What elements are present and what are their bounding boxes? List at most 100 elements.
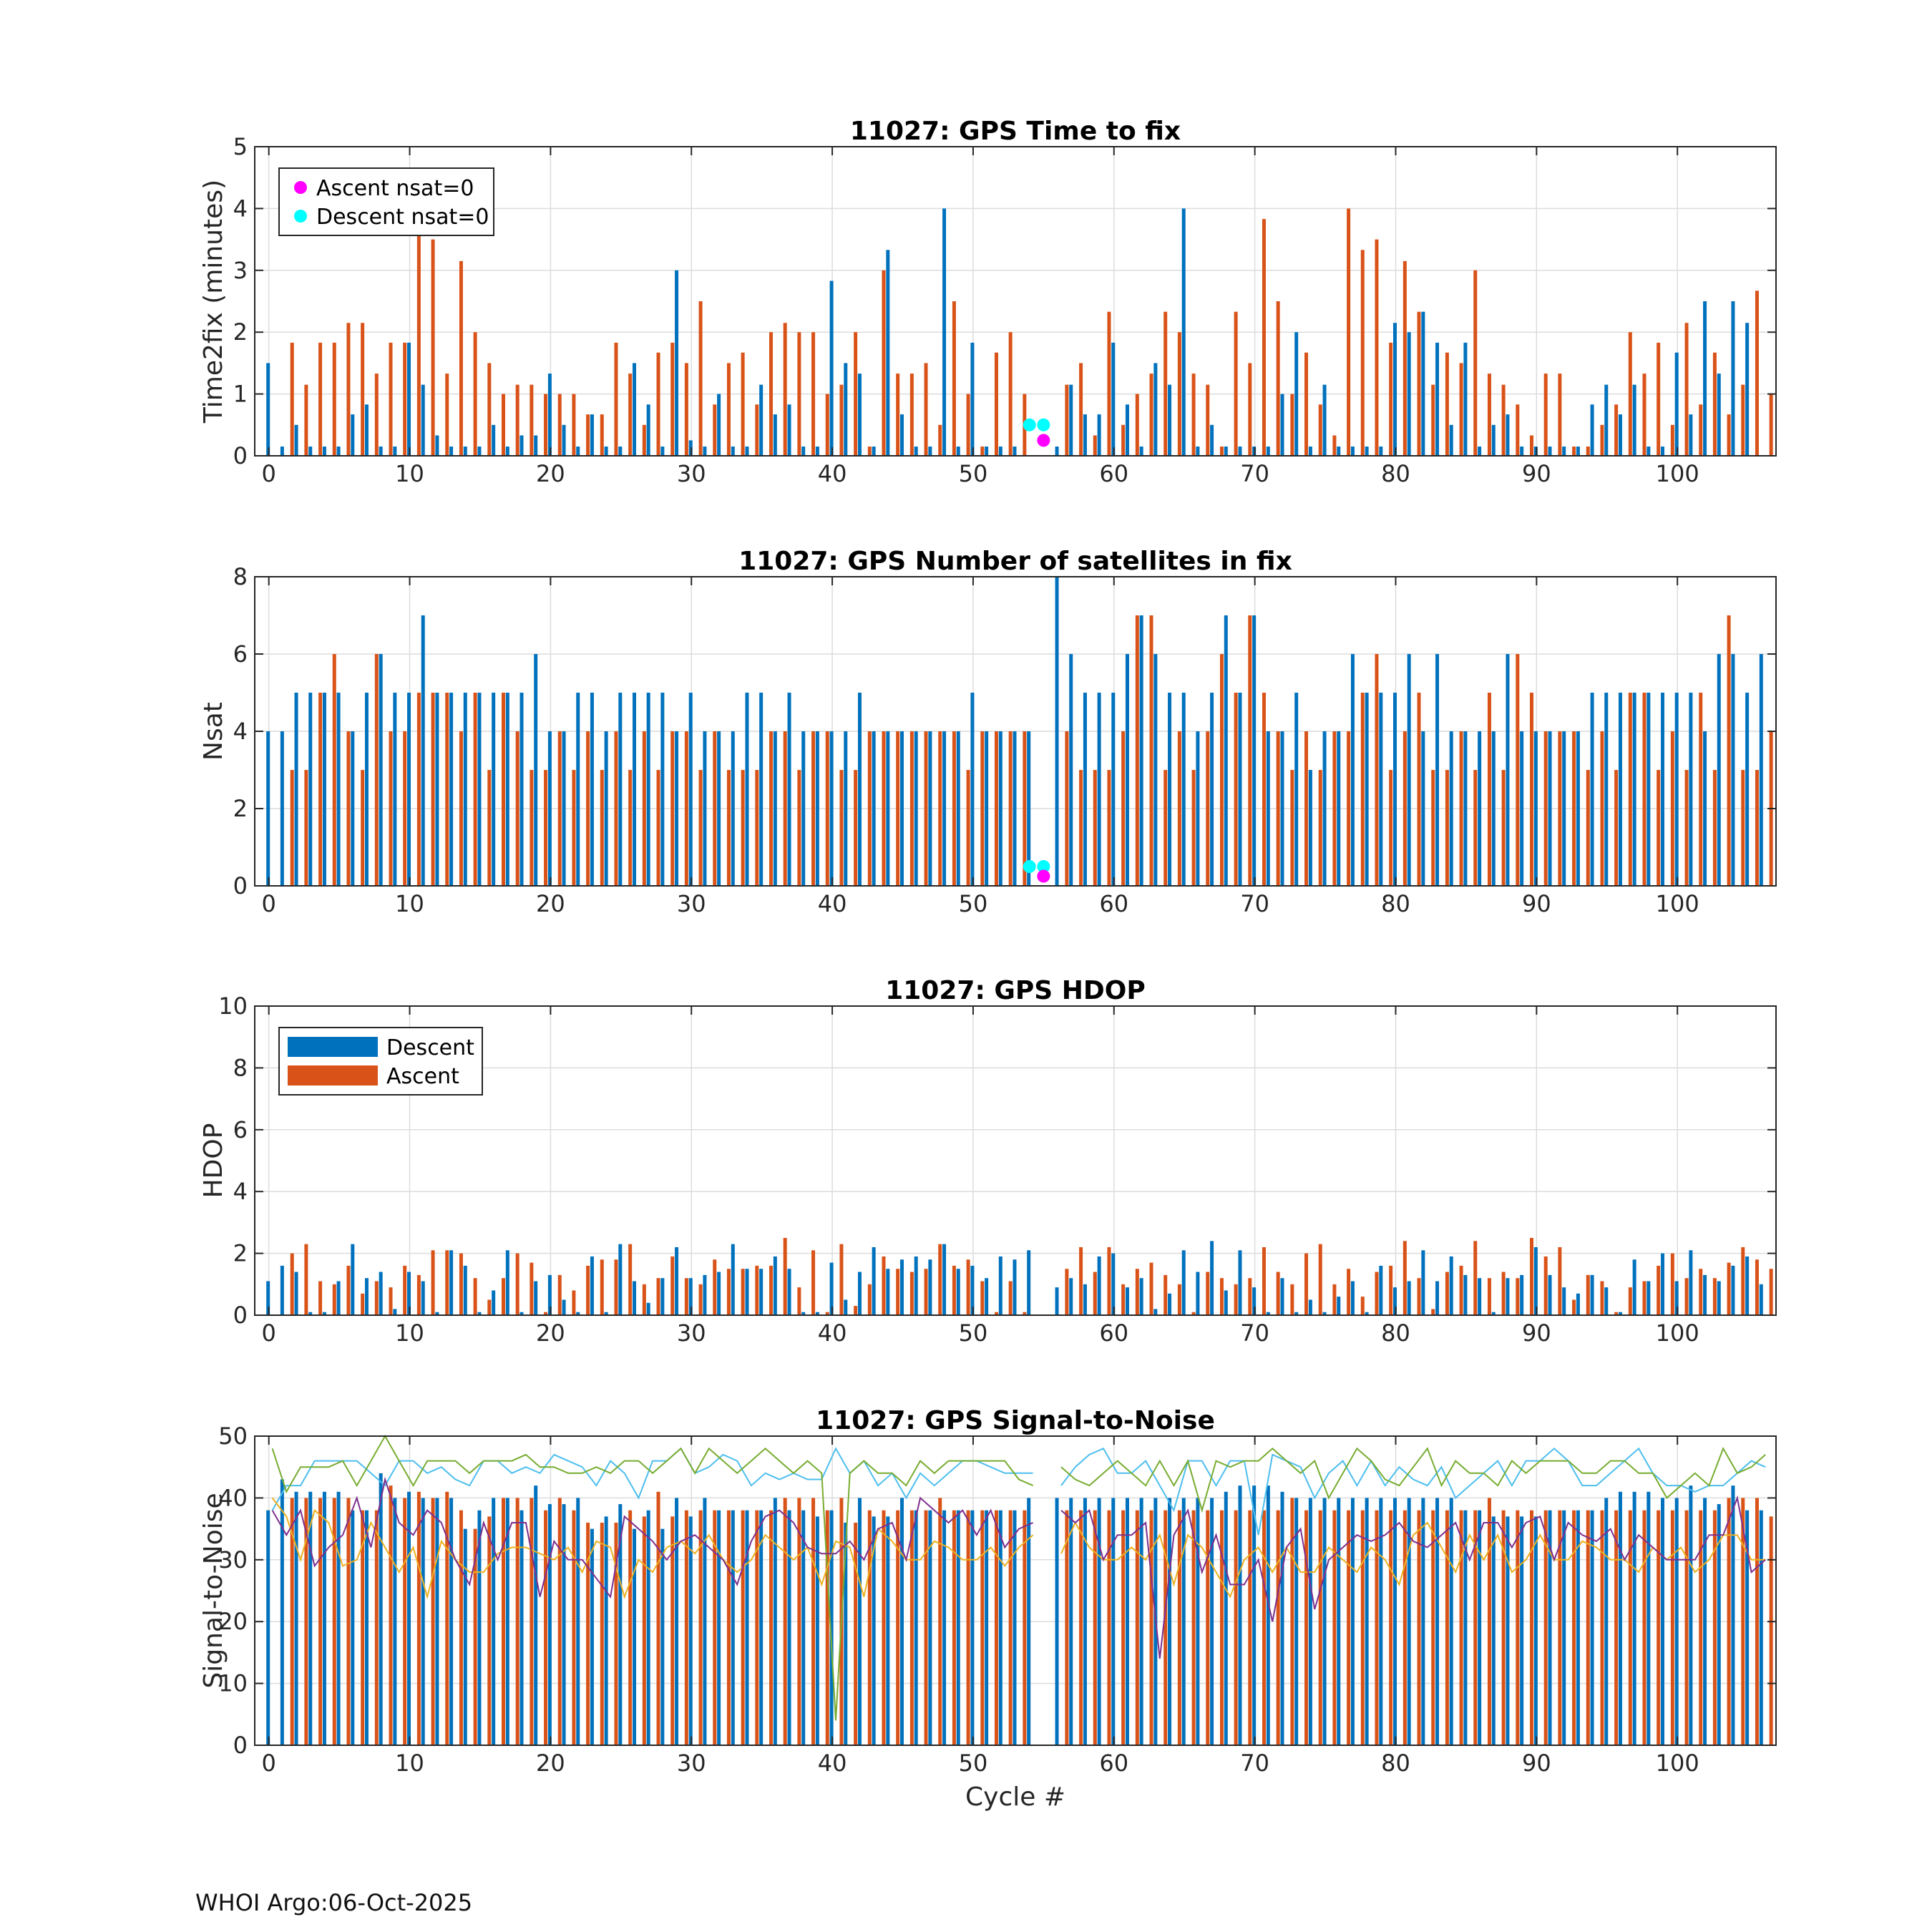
bar-descent	[688, 693, 693, 886]
bar-descent	[1027, 1250, 1031, 1315]
bar-descent	[956, 1269, 960, 1315]
bar-descent	[308, 447, 313, 456]
bar-ascent	[1727, 414, 1731, 456]
bar-ascent	[726, 1269, 731, 1315]
bar-descent	[703, 1274, 707, 1315]
bar-descent	[1224, 615, 1228, 886]
x-tick-label: 20	[536, 1319, 565, 1347]
bar-descent	[449, 1498, 454, 1745]
bar-descent	[1407, 654, 1411, 886]
footer-credit: WHOI Argo:06-Oct-2025	[195, 1889, 473, 1916]
bar-descent	[1365, 1312, 1369, 1315]
bar-ascent	[1657, 1510, 1661, 1745]
bar-ascent	[909, 1272, 914, 1315]
bar-descent	[562, 731, 566, 886]
bar-descent	[1083, 1498, 1087, 1745]
x-tick-label: 70	[1240, 460, 1269, 487]
bar-descent	[1674, 1281, 1679, 1315]
bar-ascent	[1347, 1510, 1351, 1745]
bar-ascent	[1065, 1269, 1069, 1315]
bar-ascent	[445, 374, 449, 456]
bar-descent	[266, 363, 270, 456]
bar-ascent	[1473, 1241, 1478, 1315]
bar-ascent	[1304, 1510, 1309, 1745]
bar-descent	[1181, 1498, 1186, 1745]
bar-descent	[505, 693, 509, 886]
bar-descent	[534, 654, 538, 886]
bar-descent	[1055, 1287, 1059, 1315]
bar-descent	[815, 1516, 819, 1745]
bar-descent	[351, 1244, 355, 1315]
bar-descent	[1463, 342, 1468, 456]
bar-descent	[1618, 414, 1622, 456]
bar-descent	[1196, 1272, 1200, 1315]
bar-descent	[1337, 1297, 1341, 1315]
bar-ascent	[1459, 1265, 1463, 1315]
bar-descent	[1717, 654, 1721, 886]
bar-ascent	[642, 731, 646, 886]
bar-descent	[364, 404, 369, 456]
bar-descent	[1449, 1498, 1453, 1745]
bar-ascent	[966, 770, 970, 886]
bar-ascent	[1431, 384, 1435, 456]
bar-ascent	[1375, 1510, 1379, 1745]
bar-ascent	[1318, 770, 1322, 886]
bar-descent	[1365, 447, 1369, 456]
bar-ascent	[1530, 1510, 1534, 1745]
bar-descent	[660, 447, 665, 456]
bar-descent	[266, 1510, 270, 1745]
bar-descent	[703, 731, 707, 886]
bar-ascent	[882, 1256, 886, 1315]
bar-descent	[1506, 1278, 1510, 1315]
bar-descent	[1139, 447, 1143, 456]
chart-title: 11027: GPS Signal-to-Noise	[816, 1406, 1215, 1435]
bar-ascent	[1684, 1510, 1689, 1745]
bar-ascent	[614, 1522, 618, 1745]
bar-descent	[590, 693, 594, 886]
bar-ascent	[966, 394, 970, 456]
bar-descent	[1210, 424, 1214, 456]
bar-descent	[393, 1309, 397, 1315]
bar-ascent	[1023, 731, 1027, 886]
bar-descent	[1661, 1498, 1665, 1745]
bar-descent	[1266, 1312, 1270, 1315]
bar-descent	[308, 1312, 313, 1315]
bar-descent	[435, 693, 439, 886]
bar-descent	[492, 1290, 496, 1315]
bar-ascent	[741, 352, 745, 456]
bar-ascent	[1276, 301, 1280, 456]
bar-ascent	[1206, 1272, 1210, 1315]
bar-ascent	[487, 363, 492, 456]
bar-ascent	[572, 770, 576, 886]
bar-descent	[1689, 414, 1693, 456]
bar-descent	[1632, 693, 1636, 886]
bar-descent	[1181, 693, 1186, 886]
bar-descent	[463, 1528, 467, 1745]
bar-ascent	[1572, 1299, 1576, 1315]
bar-descent	[801, 731, 806, 886]
bar-ascent	[431, 239, 435, 456]
bar-descent	[1350, 1498, 1355, 1745]
bar-descent	[1379, 1265, 1383, 1315]
bar-descent	[675, 731, 679, 886]
bar-descent	[618, 693, 623, 886]
bar-ascent	[1699, 1269, 1703, 1315]
bar-ascent	[1332, 435, 1337, 456]
bar-descent	[801, 1312, 806, 1315]
bar-descent	[308, 693, 313, 886]
bar-descent	[815, 447, 819, 456]
bar-descent	[1365, 1498, 1369, 1745]
bar-descent	[435, 1498, 439, 1745]
bar-ascent	[1628, 1510, 1632, 1745]
bar-descent	[660, 693, 665, 886]
bar-ascent	[1402, 731, 1407, 886]
bar-descent	[1196, 447, 1200, 456]
bar-descent	[492, 1498, 496, 1745]
bar-descent	[1252, 615, 1257, 886]
x-tick-label: 90	[1522, 1750, 1551, 1777]
bar-ascent	[544, 394, 548, 456]
bar-ascent	[628, 374, 633, 456]
bar-descent	[1590, 1274, 1594, 1315]
bar-ascent	[1008, 731, 1013, 886]
